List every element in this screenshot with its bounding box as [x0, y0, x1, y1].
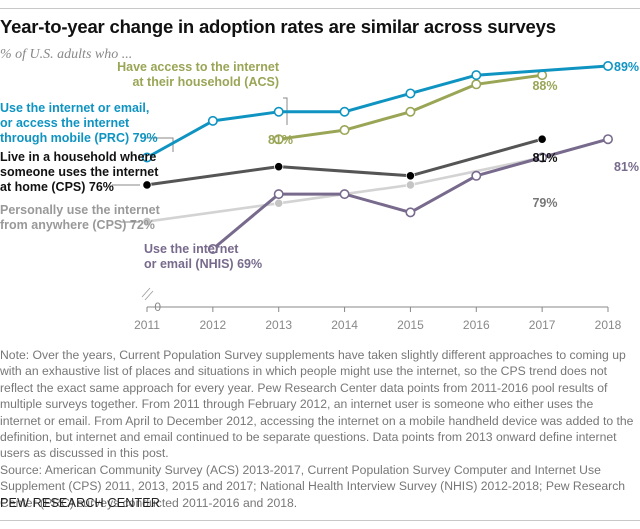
brand-footer: PEW RESEARCH CENTER: [0, 496, 161, 510]
chart-subtitle: % of U.S. adults who ...: [0, 47, 133, 62]
data-point-filled: [142, 216, 152, 227]
series-label: at their household (ACS): [132, 75, 279, 89]
series-label: Live in a household where: [0, 150, 156, 164]
source-text: Source: American Community Survey (ACS) …: [0, 462, 626, 510]
value-label: 81%: [268, 133, 293, 147]
x-tick-label: 2017: [529, 318, 556, 332]
x-tick-label: 2013: [265, 318, 292, 332]
data-point-open: [471, 170, 482, 181]
series-1: [273, 70, 548, 145]
data-point-open: [273, 106, 284, 117]
x-tick-label: 2018: [595, 318, 622, 332]
x-tick-label: 2014: [331, 318, 358, 332]
data-point-filled: [274, 198, 284, 208]
series-line: [146, 137, 543, 187]
series-label: someone uses the internet: [0, 165, 159, 179]
data-point-open: [142, 152, 153, 163]
series-label: Use the internet or email,: [0, 101, 149, 115]
series-label: at home (CPS) 76%: [0, 180, 114, 194]
data-point-open: [339, 189, 350, 200]
series-4: [207, 134, 613, 255]
value-label: 88%: [532, 79, 557, 93]
data-point-filled: [274, 162, 284, 172]
series-label: or access the internet: [0, 116, 130, 130]
series-label: or email (NHIS) 69%: [144, 257, 262, 271]
series-0: [142, 60, 613, 163]
axis-break-icon: [141, 287, 154, 301]
line-chart: 0 2011 2012 2013 2014 2015 2016 2017 2018 Use t…: [0, 60, 639, 332]
y-tick-label: 0: [154, 300, 161, 314]
x-tick-label: 2016: [463, 318, 490, 332]
x-tick-label: 2011: [134, 318, 160, 332]
data-point-open: [273, 189, 284, 200]
bottom-rule: [0, 520, 640, 521]
value-label: 81%: [614, 160, 639, 174]
data-point-open: [339, 106, 350, 117]
series-label: Have access to the internet: [117, 60, 280, 74]
data-point-open: [273, 134, 284, 145]
data-point-open: [471, 79, 482, 90]
chart-title: Year-to-year change in adoption rates ar…: [0, 16, 556, 37]
label-leader-lines: [112, 97, 288, 223]
top-rule: [0, 8, 640, 9]
data-point-open: [602, 134, 613, 145]
data-point-open: [405, 106, 416, 117]
value-label: 89%: [614, 60, 639, 74]
series-label: Personally use the internet: [0, 203, 161, 217]
data-point-open: [405, 88, 416, 99]
data-point-open: [207, 244, 218, 255]
x-axis: 0 2011 2012 2013 2014 2015 2016 2017 2018: [134, 287, 622, 332]
value-label: 79%: [532, 196, 557, 210]
data-point-open: [471, 70, 482, 81]
series-label: Use the internet: [144, 242, 239, 256]
data-point-filled: [405, 171, 416, 181]
data-point-open: [602, 60, 613, 71]
data-point-open: [339, 125, 350, 136]
series-label: from anywhere (CPS) 72%: [0, 218, 155, 232]
note-text: Note: Over the years, Current Population…: [0, 348, 634, 461]
notes: Note: Over the years, Current Population…: [0, 347, 635, 511]
data-point-filled: [405, 180, 416, 190]
data-point-open: [207, 115, 218, 126]
data-point-filled: [142, 180, 152, 190]
data-point-open: [537, 152, 548, 163]
data-point-open: [405, 207, 416, 218]
x-tick-label: 2012: [200, 318, 227, 332]
data-point-filled: [537, 134, 547, 144]
leader-line: [146, 137, 174, 152]
series-2: [142, 134, 547, 190]
value-label: 81%: [532, 151, 557, 165]
leader-line: [283, 97, 288, 125]
series-label: through mobile (PRC) 79%: [0, 131, 158, 145]
x-tick-label: 2015: [397, 318, 424, 332]
